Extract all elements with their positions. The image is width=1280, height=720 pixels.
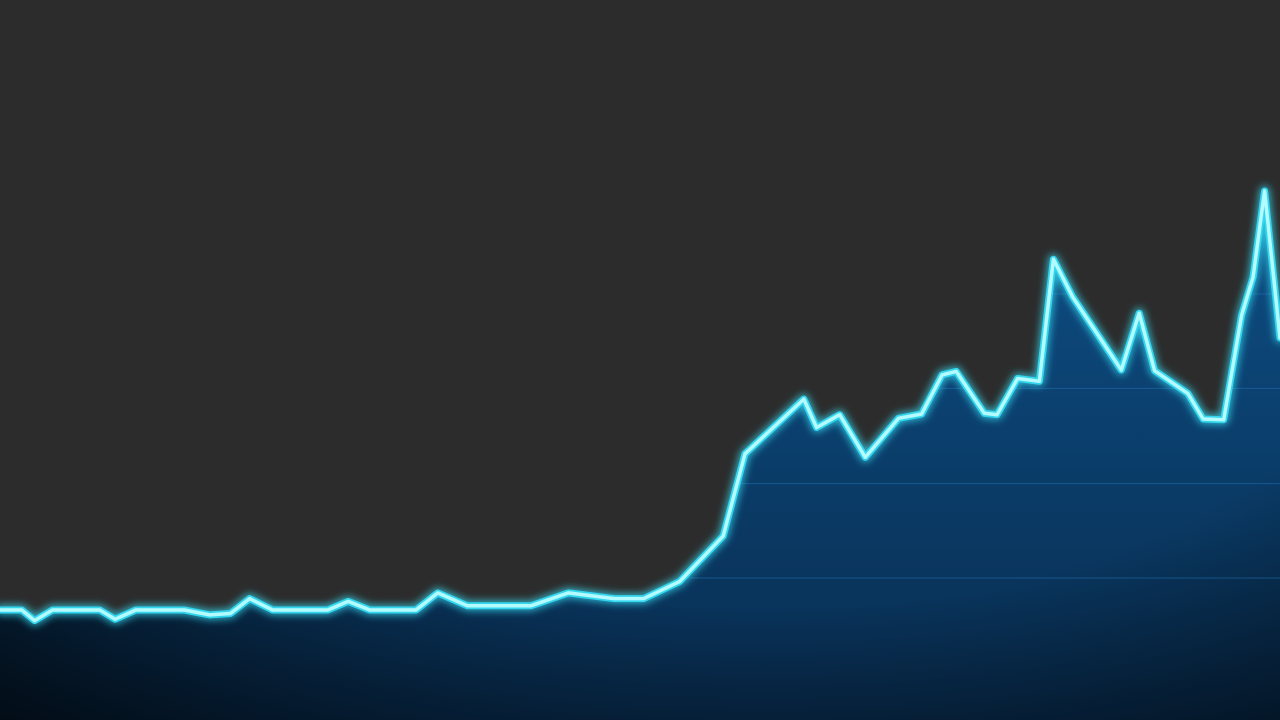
data-point xyxy=(1137,311,1141,315)
data-point xyxy=(920,412,924,416)
data-point xyxy=(1153,369,1157,373)
data-point xyxy=(678,580,682,584)
data-point xyxy=(368,608,372,612)
data-point xyxy=(98,608,102,612)
data-point xyxy=(1263,189,1267,193)
data-point xyxy=(1201,417,1205,421)
data-point xyxy=(228,612,232,616)
data-point xyxy=(529,604,533,608)
data-point xyxy=(20,608,24,612)
data-point xyxy=(134,608,138,612)
data-point xyxy=(1240,313,1244,317)
data-point xyxy=(897,416,901,420)
data-point xyxy=(1016,377,1020,381)
data-point xyxy=(113,617,117,621)
data-point xyxy=(612,597,616,601)
data-point xyxy=(982,411,986,415)
data-point xyxy=(642,597,646,601)
data-point xyxy=(721,534,725,538)
data-point xyxy=(743,452,747,456)
data-point xyxy=(566,591,570,595)
data-point xyxy=(1119,368,1123,372)
data-point xyxy=(1222,418,1226,422)
data-point xyxy=(863,455,867,459)
data-point xyxy=(271,608,275,612)
data-point xyxy=(954,369,958,373)
series-line-group xyxy=(0,186,1280,626)
data-point xyxy=(995,413,999,417)
data-point xyxy=(493,604,497,608)
data-point xyxy=(1251,275,1255,279)
data-point xyxy=(1037,379,1041,383)
data-point xyxy=(182,608,186,612)
data-point xyxy=(815,426,819,430)
data-point xyxy=(1071,295,1075,299)
series-line xyxy=(0,189,1280,623)
data-point xyxy=(248,597,252,601)
data-point xyxy=(802,397,806,401)
data-point xyxy=(436,591,440,595)
data-point xyxy=(51,608,55,612)
data-point xyxy=(1051,257,1055,261)
data-point xyxy=(940,373,944,377)
data-point xyxy=(414,608,418,612)
data-point xyxy=(838,413,842,417)
data-point xyxy=(1186,391,1190,395)
data-point xyxy=(346,599,350,603)
data-point xyxy=(33,619,37,623)
data-point xyxy=(208,613,212,617)
data-point xyxy=(326,608,330,612)
data-point xyxy=(465,604,469,608)
